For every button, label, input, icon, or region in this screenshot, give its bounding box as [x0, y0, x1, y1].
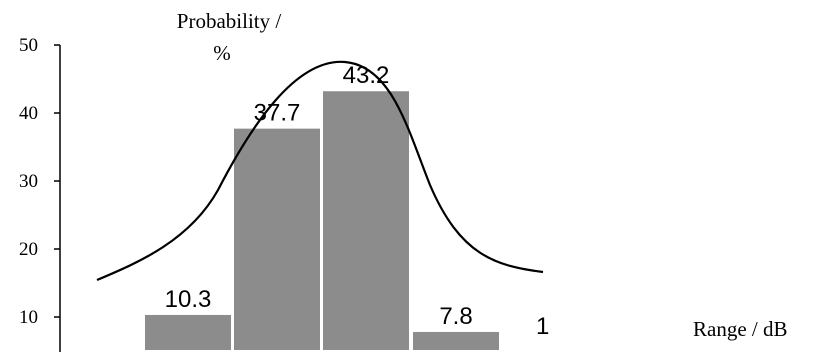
y-tick-label: 20: [19, 239, 38, 260]
bar-value-label: 43.2: [343, 62, 390, 89]
y-axis-title-line2: %: [213, 41, 231, 65]
y-tick-label: 30: [19, 171, 38, 192]
bar-value-label: 37.7: [254, 100, 301, 127]
x-axis-title: Range / dB: [693, 317, 788, 341]
distribution-curve: [96, 60, 544, 282]
bar-value-label: 1: [536, 313, 549, 340]
bar: [413, 331, 499, 350]
bar-value-label: 7.8: [439, 303, 472, 330]
y-tick-label: 50: [19, 35, 38, 56]
bar: [323, 91, 409, 351]
bar-value-label: 10.3: [165, 286, 212, 313]
bar: [145, 314, 231, 350]
bar: [234, 128, 320, 350]
y-tick-label: 10: [19, 307, 38, 328]
y-tick-label: 40: [19, 103, 38, 124]
y-axis-title-line1: Probability /: [177, 9, 282, 33]
